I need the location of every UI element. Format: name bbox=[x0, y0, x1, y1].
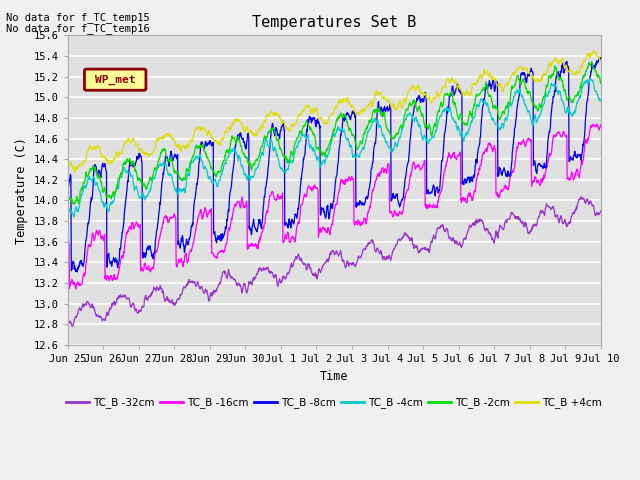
TC_B -32cm bbox=[487, 232, 495, 238]
TC_B -8cm bbox=[74, 269, 81, 275]
Line: TC_B -8cm: TC_B -8cm bbox=[68, 58, 601, 272]
TC_B -32cm bbox=[597, 208, 605, 214]
TC_B -4cm bbox=[586, 75, 594, 81]
TC_B -16cm bbox=[593, 121, 601, 127]
Line: TC_B -16cm: TC_B -16cm bbox=[68, 124, 601, 289]
TC_B +4cm bbox=[71, 169, 79, 175]
TC_B -16cm bbox=[534, 178, 541, 184]
TC_B -16cm bbox=[72, 286, 79, 292]
Text: WP_met: WP_met bbox=[95, 74, 136, 85]
TC_B +4cm bbox=[597, 59, 605, 64]
TC_B -8cm bbox=[596, 55, 604, 60]
Text: No data for f_TC_temp16: No data for f_TC_temp16 bbox=[6, 23, 150, 34]
TC_B -4cm bbox=[243, 173, 250, 179]
Line: TC_B +4cm: TC_B +4cm bbox=[68, 51, 601, 172]
TC_B -8cm bbox=[417, 96, 425, 102]
TC_B -16cm bbox=[243, 200, 250, 205]
TC_B -8cm bbox=[597, 55, 605, 60]
Text: No data for f_TC_temp15: No data for f_TC_temp15 bbox=[6, 12, 150, 23]
TC_B -16cm bbox=[487, 142, 495, 147]
X-axis label: Time: Time bbox=[320, 370, 348, 383]
TC_B -2cm bbox=[487, 93, 495, 99]
TC_B -16cm bbox=[170, 215, 177, 220]
TC_B -4cm bbox=[487, 113, 495, 119]
TC_B -4cm bbox=[534, 117, 541, 122]
TC_B -2cm bbox=[170, 167, 177, 172]
TC_B -8cm bbox=[243, 145, 250, 151]
TC_B +4cm bbox=[417, 89, 425, 95]
TC_B +4cm bbox=[182, 143, 190, 148]
TC_B -2cm bbox=[534, 108, 541, 114]
TC_B -2cm bbox=[243, 155, 250, 161]
TC_B -16cm bbox=[597, 122, 605, 128]
TC_B -4cm bbox=[182, 178, 190, 183]
TC_B -2cm bbox=[597, 80, 605, 86]
TC_B -4cm bbox=[597, 98, 605, 104]
TC_B +4cm bbox=[534, 77, 541, 83]
TC_B +4cm bbox=[243, 124, 250, 130]
TC_B -32cm bbox=[417, 247, 425, 253]
TC_B -4cm bbox=[64, 204, 72, 210]
TC_B -8cm bbox=[170, 156, 177, 162]
TC_B -2cm bbox=[64, 190, 72, 196]
TC_B -16cm bbox=[182, 255, 190, 261]
TC_B -16cm bbox=[417, 167, 425, 172]
TC_B +4cm bbox=[64, 157, 72, 163]
TC_B -8cm bbox=[182, 236, 190, 242]
TC_B -8cm bbox=[487, 82, 495, 88]
TC_B -32cm bbox=[68, 324, 76, 329]
TC_B -32cm bbox=[170, 300, 177, 305]
Title: Temperatures Set B: Temperatures Set B bbox=[252, 15, 417, 30]
TC_B -4cm bbox=[417, 131, 425, 137]
TC_B -2cm bbox=[588, 59, 595, 65]
Line: TC_B -4cm: TC_B -4cm bbox=[68, 78, 601, 217]
TC_B +4cm bbox=[170, 136, 177, 142]
Y-axis label: Temperature (C): Temperature (C) bbox=[15, 137, 28, 243]
TC_B -4cm bbox=[70, 214, 77, 220]
Line: TC_B -2cm: TC_B -2cm bbox=[68, 62, 601, 204]
TC_B -32cm bbox=[534, 216, 541, 221]
Legend: TC_B -32cm, TC_B -16cm, TC_B -8cm, TC_B -4cm, TC_B -2cm, TC_B +4cm: TC_B -32cm, TC_B -16cm, TC_B -8cm, TC_B … bbox=[62, 393, 606, 412]
TC_B -2cm bbox=[417, 111, 425, 117]
TC_B +4cm bbox=[589, 48, 597, 54]
TC_B -32cm bbox=[243, 289, 250, 295]
TC_B +4cm bbox=[487, 74, 495, 80]
TC_B -32cm bbox=[577, 194, 585, 200]
TC_B -16cm bbox=[64, 234, 72, 240]
TC_B -2cm bbox=[182, 166, 190, 171]
TC_B -32cm bbox=[182, 281, 190, 287]
Line: TC_B -32cm: TC_B -32cm bbox=[68, 197, 601, 326]
TC_B -8cm bbox=[64, 189, 72, 195]
TC_B -4cm bbox=[170, 183, 177, 189]
TC_B -2cm bbox=[71, 201, 79, 207]
TC_B -32cm bbox=[64, 321, 72, 327]
TC_B -8cm bbox=[534, 162, 541, 168]
